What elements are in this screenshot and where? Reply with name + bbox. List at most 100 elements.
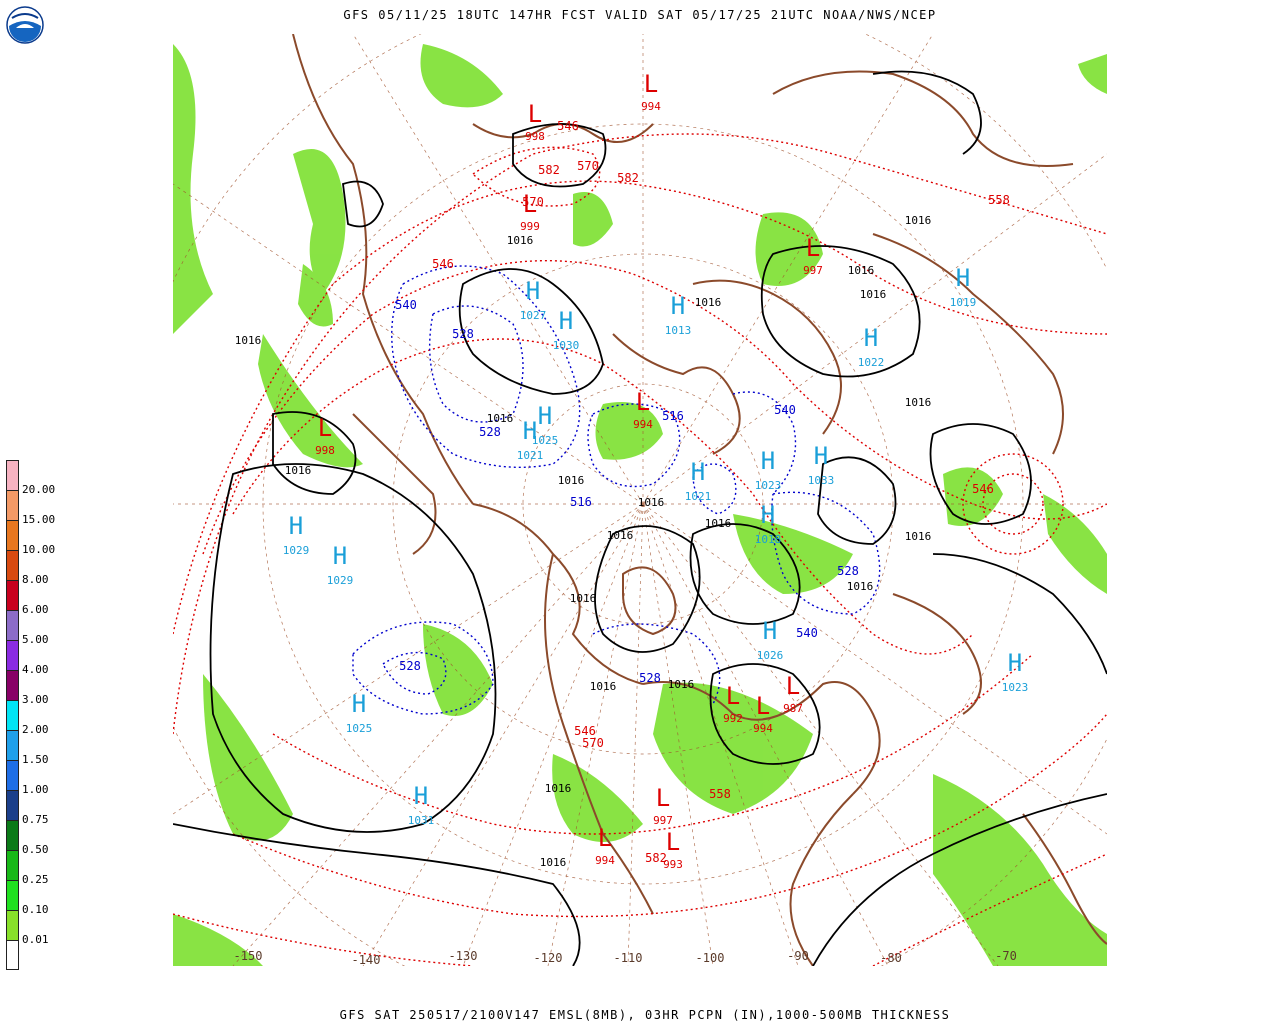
low-center-value: 993 bbox=[663, 858, 683, 871]
legend-swatch bbox=[6, 760, 19, 790]
high-center-value: 1023 bbox=[1002, 681, 1029, 694]
noaa-logo-icon bbox=[6, 6, 44, 44]
legend-label: 0.10 bbox=[22, 903, 49, 916]
high-center-symbol: H bbox=[671, 292, 685, 320]
high-center-symbol: H bbox=[814, 442, 828, 470]
high-center-value: 1030 bbox=[553, 339, 580, 352]
low-center-value: 997 bbox=[803, 264, 823, 277]
thickness-label-cold: 540 bbox=[395, 298, 417, 312]
legend-swatch bbox=[6, 490, 19, 520]
thickness-label-cold: 540 bbox=[796, 626, 818, 640]
high-center-value: 1026 bbox=[757, 649, 784, 662]
legend-swatch bbox=[6, 640, 19, 670]
high-center-value: 1013 bbox=[665, 324, 692, 337]
coastlines bbox=[292, 34, 1107, 966]
isobar-label: 1016 bbox=[695, 296, 722, 309]
high-center-symbol: H bbox=[761, 501, 775, 529]
longitude-label: -90 bbox=[787, 949, 809, 963]
low-center-symbol: L bbox=[318, 414, 332, 442]
high-center-value: 1033 bbox=[808, 474, 835, 487]
low-center-symbol: L bbox=[726, 682, 740, 710]
legend-swatch bbox=[6, 580, 19, 610]
thickness-label-cold: 528 bbox=[639, 671, 661, 685]
high-center-symbol: H bbox=[523, 417, 537, 445]
legend-label: 5.00 bbox=[22, 633, 49, 646]
legend-label: 0.50 bbox=[22, 843, 49, 856]
thickness-label-cold: 528 bbox=[452, 327, 474, 341]
legend-label: 0.75 bbox=[22, 813, 49, 826]
high-center-symbol: H bbox=[691, 458, 705, 486]
low-center-value: 994 bbox=[641, 100, 661, 113]
legend-swatch bbox=[6, 880, 19, 910]
high-center-value: 1021 bbox=[685, 490, 712, 503]
high-center-symbol: H bbox=[526, 277, 540, 305]
high-center-value: 1027 bbox=[520, 309, 547, 322]
longitude-label: -130 bbox=[449, 949, 478, 963]
legend-label: 2.00 bbox=[22, 723, 49, 736]
longitude-label: -110 bbox=[614, 951, 643, 965]
longitude-label: -70 bbox=[995, 949, 1017, 963]
isobar-label: 1016 bbox=[905, 396, 932, 409]
thickness-label-warm: 558 bbox=[988, 193, 1010, 207]
low-center-value: 994 bbox=[753, 722, 773, 735]
isobar-label: 1016 bbox=[668, 678, 695, 691]
isobar-label: 1016 bbox=[235, 334, 262, 347]
longitude-labels: -150 -140 -130 -120 -110 -100 -90 -80 -70 bbox=[234, 949, 1017, 966]
low-center-symbol: L bbox=[656, 784, 670, 812]
isobar-label: 1016 bbox=[507, 234, 534, 247]
legend-label: 8.00 bbox=[22, 573, 49, 586]
longitude-label: -150 bbox=[234, 949, 263, 963]
high-center-value: 1029 bbox=[327, 574, 354, 587]
high-center-value: 1031 bbox=[408, 814, 435, 827]
low-center-value: 999 bbox=[520, 220, 540, 233]
precipitation-areas bbox=[173, 44, 1107, 966]
low-center-symbol: L bbox=[644, 70, 658, 98]
low-center-value: 994 bbox=[633, 418, 653, 431]
high-center-value: 1021 bbox=[517, 449, 544, 462]
legend-label: 10.00 bbox=[22, 543, 56, 556]
longitude-label: -140 bbox=[352, 953, 381, 966]
legend-label: 3.00 bbox=[22, 693, 49, 706]
thickness-label-cold: 528 bbox=[399, 659, 421, 673]
legend-swatch bbox=[6, 700, 19, 730]
legend-label: 1.50 bbox=[22, 753, 49, 766]
high-center-value: 1019 bbox=[950, 296, 977, 309]
longitude-label: -80 bbox=[880, 951, 902, 965]
isobar-label: 1016 bbox=[540, 856, 567, 869]
high-center-symbol: H bbox=[761, 447, 775, 475]
longitude-label: -100 bbox=[696, 951, 725, 965]
high-center-value: 1025 bbox=[532, 434, 559, 447]
legend-label: 1.00 bbox=[22, 783, 49, 796]
map-footer: GFS SAT 250517/2100V147 EMSL(8MB), 03HR … bbox=[339, 1008, 951, 1022]
legend-label: 0.01 bbox=[22, 933, 49, 946]
legend-swatch bbox=[6, 850, 19, 880]
thickness-label-warm: 570 bbox=[582, 736, 604, 750]
thickness-label-warm: 570 bbox=[577, 159, 599, 173]
isobar-contours bbox=[173, 70, 1107, 966]
high-center-value: 1023 bbox=[755, 479, 782, 492]
low-center-symbol: L bbox=[756, 692, 770, 720]
precip-color-legend bbox=[6, 460, 20, 970]
high-center-value: 1018 bbox=[755, 533, 782, 546]
high-center-symbol: H bbox=[559, 307, 573, 335]
legend-swatch bbox=[6, 910, 19, 940]
legend-swatch bbox=[6, 730, 19, 760]
low-center-symbol: L bbox=[806, 234, 820, 262]
legend-label: 15.00 bbox=[22, 513, 56, 526]
isobar-label: 1016 bbox=[638, 496, 665, 509]
weather-map: -150 -140 -130 -120 -110 -100 -90 -80 -70 H 1027 H… bbox=[173, 34, 1107, 966]
legend-swatch bbox=[6, 550, 19, 580]
legend-label: 20.00 bbox=[22, 483, 56, 496]
legend-swatch bbox=[6, 670, 19, 700]
low-center-value: 994 bbox=[595, 854, 615, 867]
low-center-symbol: L bbox=[786, 672, 800, 700]
isobar-label: 1016 bbox=[905, 214, 932, 227]
isobar-label: 1016 bbox=[590, 680, 617, 693]
legend-swatch bbox=[6, 520, 19, 550]
high-center-value: 1025 bbox=[346, 722, 373, 735]
high-center-symbol: H bbox=[414, 782, 428, 810]
thickness-contours-warm bbox=[173, 133, 1107, 966]
isobar-label: 1016 bbox=[545, 782, 572, 795]
isobar-label: 1016 bbox=[607, 529, 634, 542]
